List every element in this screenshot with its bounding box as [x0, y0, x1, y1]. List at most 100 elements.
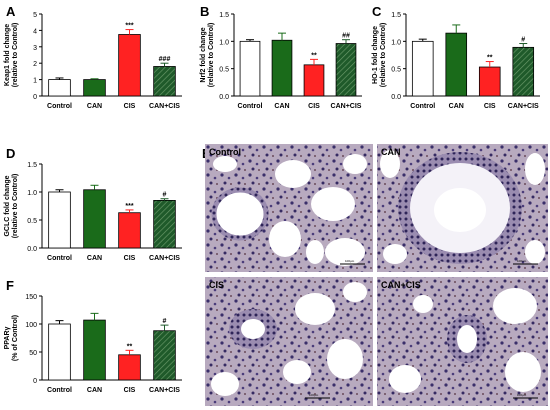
y-tick-label: 1.0 — [219, 39, 229, 46]
bar-can — [83, 319, 106, 381]
y-axis-label: GCLC fold change(relative to Control) — [4, 174, 19, 239]
x-tick-label: Control — [47, 387, 72, 394]
y-tick-label: 0 — [33, 378, 37, 385]
x-tick-label: Control — [47, 255, 72, 262]
y-tick-label: 1 — [33, 78, 37, 85]
y-tick-label: 3 — [33, 45, 37, 52]
x-tick-label: CAN — [87, 103, 102, 110]
bar-can — [83, 79, 106, 97]
bar-can — [445, 32, 468, 97]
y-axis-label: Nrf2 fold change(relative to Control) — [200, 23, 215, 88]
x-tick-label: Control — [410, 103, 435, 110]
bar-cis — [303, 64, 325, 97]
micrograph-label-can-cis: CAN+CIS — [381, 280, 421, 290]
y-tick-label: 0 — [33, 94, 37, 101]
micrograph-control: Control 100µm — [205, 144, 373, 272]
bar-control — [239, 40, 261, 97]
scale-bar-control: 100µm — [345, 259, 355, 263]
y-tick-label: 1.5 — [219, 12, 229, 19]
x-tick-label: CAN+CIS — [149, 255, 180, 262]
bar-cis — [478, 66, 501, 97]
y-tick-label: 150 — [25, 294, 37, 301]
bar-cis — [118, 212, 141, 249]
y-tick-label: 4 — [33, 28, 37, 35]
bar-control — [48, 191, 71, 249]
x-tick-label: CAN+CIS — [331, 103, 362, 110]
significance-marker: ### — [159, 56, 171, 63]
x-tick-label: CIS — [124, 255, 136, 262]
y-tick-label: 0.0 — [27, 246, 37, 253]
panel-letter-b: B — [200, 4, 210, 19]
x-tick-label: CIS — [124, 103, 136, 110]
micrograph-label-control: Control — [209, 147, 241, 157]
micrograph-label-can: CAN — [381, 147, 401, 157]
bar-control — [411, 40, 434, 97]
significance-marker: *** — [125, 203, 133, 210]
x-tick-label: CIS — [308, 103, 320, 110]
keap1-bar-chart: 0 1 2 3 4 5 Keap1 fold change(relative to Cont… — [4, 12, 182, 110]
x-tick-label: CAN+CIS — [149, 387, 180, 394]
x-tick-label: CAN+CIS — [508, 103, 539, 110]
y-tick-label: 1.0 — [391, 39, 401, 46]
micrograph-cis: CIS 100µm — [205, 277, 373, 406]
scale-bar-can-cis: 100µm — [517, 393, 527, 397]
y-tick-label: 1.5 — [391, 12, 401, 19]
bar-can — [271, 39, 293, 97]
y-tick-label: 0.0 — [219, 94, 229, 101]
micrograph-can-cis: CAN+CIS 100µm — [377, 277, 548, 406]
y-tick-label: 0.5 — [391, 67, 401, 74]
significance-marker: ** — [311, 52, 317, 59]
bar-can-cis — [153, 66, 176, 97]
y-axis-label: HO-1 fold change(relative to Control) — [372, 23, 387, 88]
y-tick-label: 1.5 — [27, 162, 37, 169]
y-tick-label: 2 — [33, 61, 37, 68]
y-tick-label: 1.0 — [27, 190, 37, 197]
panel-letter-a: A — [6, 4, 16, 19]
y-axis-label: PPARγ(% of Control) — [4, 315, 19, 361]
significance-marker: ** — [127, 343, 133, 350]
bar-can-cis — [153, 200, 176, 249]
bar-can-cis — [153, 330, 176, 381]
y-tick-label: 50 — [29, 350, 37, 357]
scale-bar-cis: 100µm — [309, 393, 319, 397]
x-tick-label: CAN+CIS — [149, 103, 180, 110]
micrograph-label-cis: CIS — [209, 280, 224, 290]
bar-cis — [118, 34, 141, 97]
x-tick-label: CAN — [87, 255, 102, 262]
y-tick-label: 0.0 — [391, 94, 401, 101]
bar-cis — [118, 354, 141, 381]
bar-control — [48, 79, 71, 97]
x-tick-label: CAN — [274, 103, 289, 110]
gclc-bar-chart: 0.0 0.5 1.0 1.5 GCLC fold change(relative to… — [4, 162, 182, 262]
panel-letter-c: C — [372, 4, 382, 19]
x-tick-label: CIS — [124, 387, 136, 394]
panel-letter-d: D — [6, 146, 16, 161]
x-tick-label: CIS — [484, 103, 496, 110]
ho1-bar-chart: 0.0 0.5 1.0 1.5 HO-1 fold change(relative to… — [372, 12, 540, 110]
bar-can-cis — [335, 43, 357, 97]
x-tick-label: CAN — [449, 103, 464, 110]
y-axis-label: Keap1 fold change(relative to Control) — [4, 23, 19, 88]
x-tick-label: CAN — [87, 387, 102, 394]
y-tick-label: 5 — [33, 12, 37, 19]
nrf2-bar-chart: 0.0 0.5 1.0 1.5 Nrf2 fold change(relative to… — [200, 12, 362, 110]
significance-marker: # — [163, 192, 167, 199]
significance-marker: # — [163, 318, 167, 325]
significance-marker: # — [521, 37, 525, 44]
ppar-gamma-bar-chart: 0 50 100 150 PPARγ(% of Control) Control CAN **… — [4, 294, 182, 394]
bar-control — [48, 323, 71, 381]
panel-letter-f: F — [6, 278, 14, 293]
significance-marker: ** — [487, 55, 493, 62]
y-tick-label: 0.5 — [219, 67, 229, 74]
scale-bar-can: 100µm — [517, 259, 527, 263]
x-tick-label: Control — [238, 103, 263, 110]
significance-marker: *** — [125, 23, 133, 30]
significance-marker: ## — [342, 33, 350, 40]
histology-micrographs: Control 100µm CAN 100µm CIS 100µm — [205, 144, 548, 406]
y-tick-label: 0.5 — [27, 218, 37, 225]
micrograph-can: CAN 100µm — [377, 144, 548, 272]
x-tick-label: Control — [47, 103, 72, 110]
bar-can-cis — [512, 46, 535, 97]
bar-can — [83, 189, 106, 249]
y-tick-label: 100 — [25, 322, 37, 329]
